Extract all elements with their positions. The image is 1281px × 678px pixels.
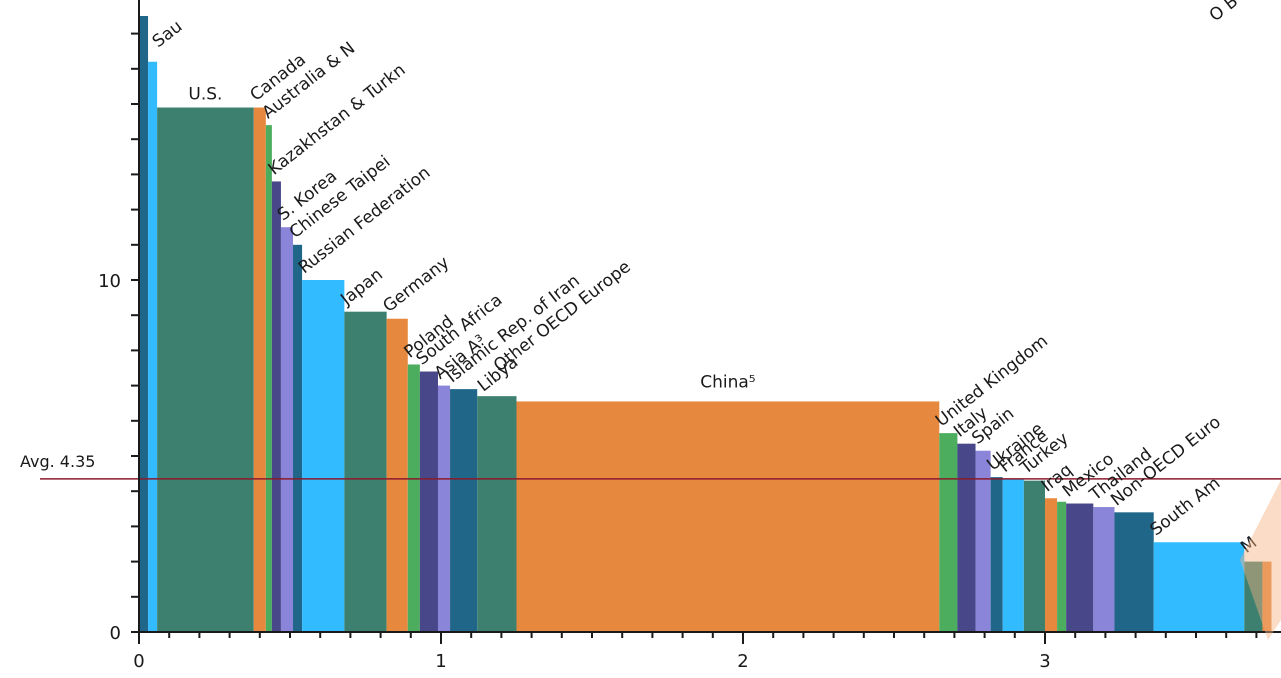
bar-9 — [344, 311, 387, 632]
bar-7 — [293, 244, 303, 633]
x-tick-label-2: 2 — [737, 651, 748, 672]
bar-4 — [265, 125, 272, 633]
bar-8 — [302, 280, 345, 632]
bar-21 — [990, 477, 1003, 632]
bar-14 — [450, 389, 478, 632]
bar-12 — [419, 371, 438, 632]
bar-18 — [939, 433, 958, 632]
bar-20 — [975, 450, 991, 632]
bar-10 — [386, 318, 408, 632]
bar-label-2: U.S. — [188, 85, 222, 105]
y-tick-label-0: 0 — [110, 623, 121, 644]
bar-13 — [437, 385, 451, 632]
bar-17 — [516, 401, 940, 632]
bars-group — [139, 16, 1272, 633]
axes-group: 0 10 0 1 2 3 — [98, 0, 1281, 672]
bar-25 — [1057, 501, 1067, 632]
x-tick-label-1: 1 — [435, 651, 446, 672]
bar-1 — [148, 61, 158, 632]
x-tick-label-3: 3 — [1039, 651, 1050, 672]
bar-22 — [1002, 478, 1024, 632]
bar-30 — [1244, 561, 1263, 632]
bar-29 — [1153, 542, 1245, 632]
bar-0 — [139, 16, 149, 632]
bar-31 — [1262, 561, 1272, 632]
bar-label-29: South Am — [1146, 473, 1224, 540]
bar-2 — [157, 107, 254, 632]
bar-19 — [957, 443, 976, 632]
bar-26 — [1066, 503, 1094, 632]
bar-24 — [1045, 498, 1058, 632]
bar-15 — [477, 396, 517, 632]
bar-23 — [1023, 480, 1045, 632]
watermark — [1240, 480, 1281, 640]
bar-6 — [280, 227, 294, 632]
bar-label-10: Germany — [379, 253, 453, 317]
bar-11 — [407, 364, 420, 632]
watermark-shape — [1240, 480, 1281, 640]
y-tick-label-10: 10 — [98, 271, 121, 292]
bar-28 — [1114, 512, 1154, 632]
x-tick-label-0: 0 — [133, 651, 144, 672]
average-label: Avg. 4.35 — [20, 452, 95, 471]
bar-3 — [253, 107, 266, 632]
bar-label-0: Sau — [149, 16, 187, 51]
average-line-group: Avg. 4.35 — [20, 452, 1281, 480]
bar-label-9: Japan — [336, 265, 386, 311]
bar-label-17: China⁵ — [700, 372, 755, 392]
bar-5 — [271, 181, 281, 632]
partial-label-top-right: O B — [1206, 0, 1242, 26]
bar-27 — [1093, 507, 1115, 632]
